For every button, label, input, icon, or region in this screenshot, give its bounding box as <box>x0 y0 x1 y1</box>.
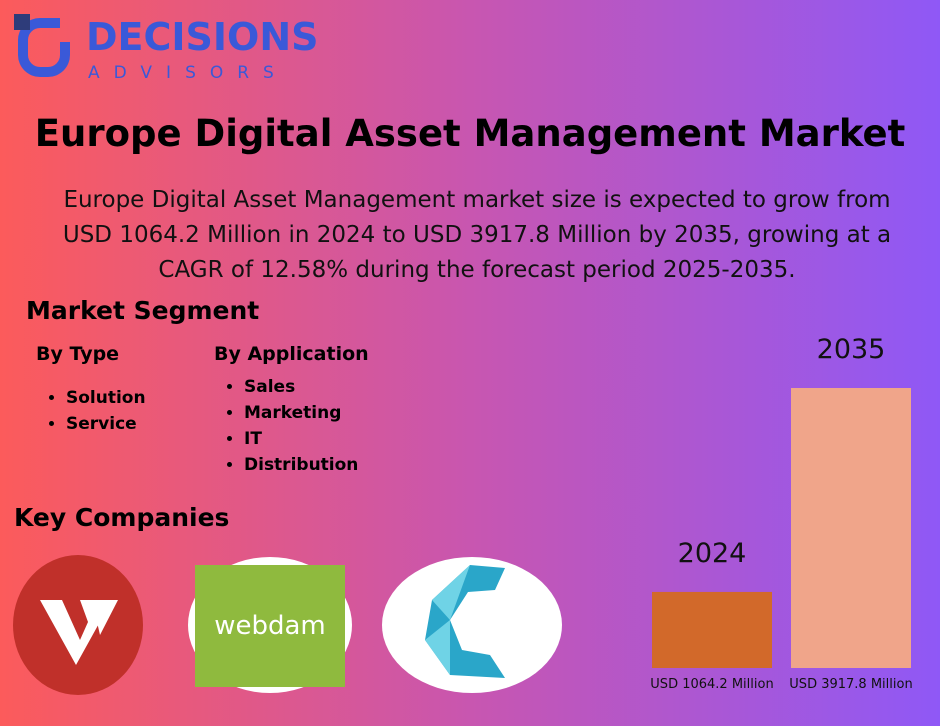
description-line: Europe Digital Asset Management market s… <box>63 187 891 213</box>
bar-chart: 2024 USD 1064.2 Million 2035 USD 3917.8 Mil… <box>650 334 912 692</box>
company-logo-mark <box>425 565 470 675</box>
companies-heading: Key Companies <box>14 503 230 532</box>
category-label: 2035 <box>817 334 886 365</box>
value-label: USD 1064.2 Million <box>650 677 773 692</box>
segment-heading: Market Segment <box>26 296 260 325</box>
segment-item: Solution <box>66 385 146 411</box>
bar <box>652 591 772 668</box>
title: Europe Digital Asset Management Market <box>34 112 906 155</box>
segment-item: IT <box>244 426 358 452</box>
company-logo <box>13 555 143 695</box>
value-label: USD 3917.8 Million <box>789 677 912 692</box>
logo-tagline: ADVISORS <box>88 63 288 83</box>
company-logo-mark <box>40 600 118 665</box>
logo-name: DECISIONS <box>86 15 319 59</box>
segment-item: Service <box>66 411 146 437</box>
category-label: 2024 <box>678 538 747 569</box>
company-logo <box>382 557 562 693</box>
description-line: CAGR of 12.58% during the forecast perio… <box>158 257 796 283</box>
description: Europe Digital Asset Management market s… <box>0 183 940 288</box>
company-logo-text: webdam <box>214 611 326 641</box>
segment-item: Sales <box>244 374 358 400</box>
segment-item: Distribution <box>244 452 358 478</box>
segment-item: Marketing <box>244 400 358 426</box>
description-line: USD 1064.2 Million in 2024 to USD 3917.8… <box>62 222 892 248</box>
segment-list: SalesMarketingITDistribution <box>212 374 358 478</box>
company-logo-bg <box>195 565 345 687</box>
logo-mark <box>14 14 70 77</box>
segment-group-title: By Type <box>36 343 120 365</box>
segment-group-title: By Application <box>214 343 369 365</box>
bar <box>791 388 911 668</box>
segment-list: SolutionService <box>34 385 146 437</box>
